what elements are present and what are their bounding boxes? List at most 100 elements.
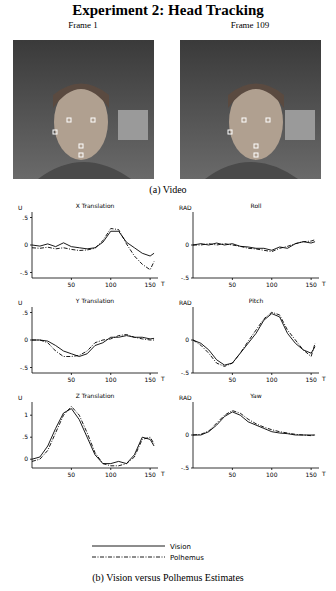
x-tick-label: 50 — [68, 281, 76, 288]
headband — [53, 84, 109, 109]
chart: RollRADT0-.550100150 — [179, 202, 326, 288]
y-tick-label: .5 — [22, 214, 28, 221]
y-tick-label: 0 — [24, 336, 28, 343]
x-axis — [32, 278, 158, 279]
x-tick — [110, 278, 111, 280]
x-tick — [232, 278, 233, 280]
lines — [32, 335, 154, 357]
series-line — [32, 406, 154, 465]
caption: (a) Video — [149, 184, 186, 196]
y-tick-label: 0 — [185, 336, 189, 343]
feature-point — [91, 118, 95, 122]
x-tick-label: 150 — [305, 471, 317, 478]
chart: Z TranslationUT1.5050100150 — [18, 392, 165, 478]
series-line — [32, 409, 154, 464]
series-line — [32, 335, 154, 357]
x-tick — [110, 468, 111, 470]
y-tick — [191, 340, 193, 341]
legend-label: Vision — [170, 543, 191, 551]
x-tick-label: 150 — [305, 281, 317, 288]
chart: Y TranslationUT.50-.550100150 — [18, 297, 165, 383]
y-tick — [191, 468, 193, 469]
y-label: RAD — [179, 204, 192, 211]
x-label: T — [160, 470, 165, 477]
x-label: T — [321, 280, 326, 287]
y-tick — [191, 373, 193, 374]
y-tick-label: 1 — [24, 411, 28, 418]
lines — [32, 229, 154, 270]
lines — [193, 240, 315, 252]
x-label: T — [160, 280, 165, 287]
x-tick-label: 100 — [266, 471, 278, 478]
feature-point — [242, 118, 246, 122]
x-axis — [32, 373, 158, 374]
lines — [193, 312, 315, 366]
y-tick — [30, 217, 32, 218]
feature-point — [79, 144, 83, 148]
feature-point — [79, 153, 83, 157]
x-tick — [232, 468, 233, 470]
x-tick-label: 100 — [105, 376, 117, 383]
x-axis — [32, 468, 158, 469]
x-tick-label: 50 — [229, 281, 237, 288]
shoulders — [205, 162, 298, 179]
headband — [228, 84, 284, 109]
x-tick-label: 50 — [68, 471, 76, 478]
lines — [32, 406, 154, 465]
chart-title: Yaw — [249, 392, 262, 399]
x-tick-label: 100 — [105, 281, 117, 288]
feature-point — [228, 130, 232, 134]
x-tick — [150, 373, 151, 375]
y-tick-label: -.5 — [181, 274, 189, 281]
x-tick — [71, 278, 72, 280]
y-tick-label: 0 — [185, 431, 189, 438]
chart-title: Z Translation — [76, 392, 115, 399]
x-tick-label: 50 — [229, 376, 237, 383]
x-axis — [193, 278, 319, 279]
x-tick — [110, 373, 111, 375]
x-label: T — [321, 375, 326, 382]
chart-title: Y Translation — [75, 297, 114, 304]
x-tick — [150, 278, 151, 280]
x-tick-label: 100 — [266, 281, 278, 288]
x-tick — [271, 373, 272, 375]
y-tick-label: -.5 — [181, 464, 189, 471]
photo — [13, 40, 154, 179]
y-tick-label: .5 — [22, 309, 28, 316]
x-tick — [232, 373, 233, 375]
feature-point — [266, 118, 270, 122]
chart: YawRADT0-.550100150 — [179, 392, 326, 478]
x-tick — [71, 468, 72, 470]
series-line — [193, 412, 315, 435]
y-label: U — [18, 299, 22, 306]
series-line — [193, 411, 315, 436]
y-label: U — [18, 204, 22, 211]
y-tick — [30, 312, 32, 313]
y-tick-label: .5 — [22, 433, 28, 440]
chart-title: X Translation — [76, 202, 115, 209]
y-tick-label: -.5 — [20, 269, 28, 276]
chart: PitchRADT0-.550100150 — [179, 297, 326, 383]
chart-title: Roll — [251, 202, 262, 209]
y-tick — [30, 272, 32, 273]
y-tick-label: 0 — [24, 455, 28, 462]
x-tick-label: 150 — [144, 376, 156, 383]
photo — [180, 40, 321, 179]
y-tick-label: -.5 — [181, 369, 189, 376]
x-tick — [271, 278, 272, 280]
series-line — [32, 229, 154, 270]
y-tick — [191, 435, 193, 436]
face — [229, 84, 283, 160]
x-tick — [150, 468, 151, 470]
feature-point — [67, 118, 71, 122]
series-line — [193, 240, 315, 252]
y-tick — [30, 415, 32, 416]
legend-label: Polhemus — [170, 554, 204, 562]
y-tick-label: 0 — [24, 241, 28, 248]
x-axis — [193, 468, 319, 469]
monitor — [285, 110, 315, 140]
feature-point — [254, 153, 258, 157]
chart-title: Pitch — [249, 297, 264, 304]
photo-bg — [180, 40, 321, 179]
x-tick — [71, 373, 72, 375]
